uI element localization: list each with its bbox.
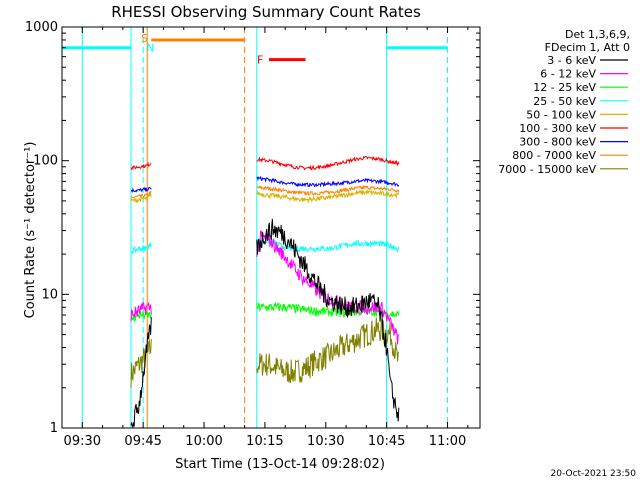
x-tick-label: 09:45 [124,434,161,449]
flag-label: N [146,42,154,55]
chart-title: RHESSI Observing Summary Count Rates [111,3,421,21]
y-tick-label: 10 [41,287,58,302]
series-line [130,317,152,429]
x-tick-label: 10:45 [368,434,405,449]
plot-area: SN F [62,27,449,428]
y-tick-label: 100 [33,154,58,169]
legend-entry: 100 - 300 keV [519,122,596,135]
legend-entry: 50 - 100 keV [526,108,596,121]
series-line [256,237,400,253]
flag-label: F [257,54,263,67]
series-line [256,230,399,345]
series-line [256,317,400,383]
y-axis: 1 10 100 1000 [25,20,480,436]
y-tick-label: 1 [50,421,58,436]
series-line [130,186,152,194]
y-tick-label: 1000 [25,20,58,35]
flag-label: S [141,32,148,45]
series-line [256,175,400,188]
legend-entry: 12 - 25 keV [533,81,596,94]
legend-header: FDecim 1, Att 0 [545,41,630,54]
legend-entry: 300 - 800 keV [519,136,596,149]
legend-entry: 800 - 7000 keV [512,149,596,162]
footer-date: 20-Oct-2021 23:50 [551,469,637,479]
x-tick-label: 11:00 [429,434,466,449]
x-tick-label: 10:15 [246,434,283,449]
legend-entry: 3 - 6 keV [547,54,596,67]
legend-entry: 25 - 50 keV [533,95,596,108]
series-line [256,155,400,171]
legend-entry: 7000 - 15000 keV [498,163,596,176]
x-axis-label: Start Time (13-Oct-14 09:28:02) [175,457,385,472]
series-line [130,309,152,323]
series-line [130,242,152,254]
series-line [256,218,400,422]
legend-header: Det 1,3,6,9, [565,28,630,41]
series-line [130,338,152,388]
series-line [130,192,152,204]
y-axis-label: Count Rate (s⁻¹ detector⁻¹) [23,142,38,319]
x-tick-label: 09:30 [64,434,101,449]
series-line [130,161,152,171]
x-axis: 09:30 09:45 10:00 10:15 10:30 10:45 11:00 [64,27,469,449]
series-line [256,184,400,197]
series-layer [130,155,400,429]
series-line [256,189,400,204]
x-tick-label: 10:00 [185,434,222,449]
legend-entry: 6 - 12 keV [540,68,596,81]
plot-frame [61,26,481,429]
series-line [130,190,152,199]
series-line [130,301,152,322]
x-tick-label: 10:30 [307,434,344,449]
